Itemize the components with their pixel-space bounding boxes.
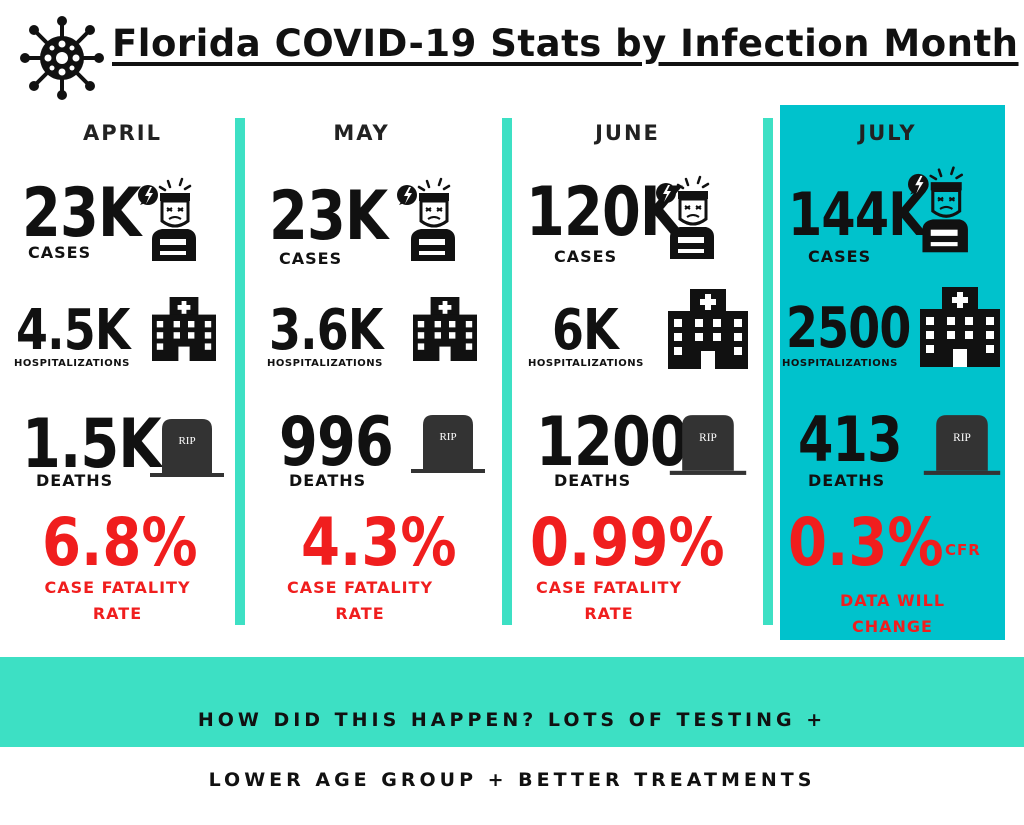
footer-line1: HOW DID THIS HAPPEN? LOTS OF TESTING + xyxy=(197,709,827,731)
footer-line2: LOWER AGE GROUP + BETTER TREATMENTS xyxy=(208,769,816,791)
hospitalizations-label: HOSPITALIZATIONS xyxy=(267,358,383,369)
month-name: JUNE xyxy=(595,121,660,145)
month-name: MAY xyxy=(333,121,390,145)
hospital-icon xyxy=(413,297,477,361)
hospital-icon xyxy=(152,297,216,361)
hospitalizations-label: HOSPITALIZATIONS xyxy=(528,358,644,369)
sick-person-icon xyxy=(138,177,198,261)
tombstone-text: RIP xyxy=(178,435,195,447)
tombstone-icon: RIP xyxy=(669,415,747,475)
cfr-label-line2: RATE xyxy=(584,604,634,623)
cases-value: 23K xyxy=(22,174,141,253)
sick-person-icon xyxy=(908,165,970,253)
footer-banner: HOW DID THIS HAPPEN? LOTS OF TESTING + L… xyxy=(0,657,1024,791)
cfr-label: CASE FATALITY RATE xyxy=(245,575,475,627)
deaths-value: 1.5K xyxy=(22,405,162,484)
cfr-label-line2: RATE xyxy=(92,604,143,623)
month-name: APRIL xyxy=(82,121,162,145)
cfr-label: CASE FATALITY RATE xyxy=(512,575,706,627)
cases-value: 23K xyxy=(269,177,388,256)
month-column-may: MAY 23K CASES 3.6K HOSPITALIZATIONS 996 … xyxy=(245,105,502,645)
month-column-april: APRIL 23K CASES 4.5K HOSPITALIZATIONS 1.… xyxy=(0,105,235,645)
column-divider xyxy=(763,118,773,625)
hospitalizations-label: HOSPITALIZATIONS xyxy=(14,358,130,369)
tombstone-icon: RIP xyxy=(150,419,224,477)
deaths-value: 413 xyxy=(798,403,902,476)
cases-label: CASES xyxy=(808,247,872,266)
deaths-label: DEATHS xyxy=(554,471,632,490)
cases-label: CASES xyxy=(279,249,343,268)
tombstone-icon: RIP xyxy=(411,415,485,473)
deaths-label: DEATHS xyxy=(289,471,367,490)
cfr-label-line1: CASE FATALITY xyxy=(286,578,434,597)
tombstone-text: RIP xyxy=(439,431,456,443)
deaths-label: DEATHS xyxy=(36,471,114,490)
cfr-value: 0.99% xyxy=(530,504,725,581)
cfr-value: 4.3% xyxy=(301,504,457,581)
cfr-label-line1: CASE FATALITY xyxy=(44,578,191,597)
cfr-label-line1: CASE FATALITY xyxy=(535,578,683,597)
header: Florida COVID-19 Stats by Infection Mont… xyxy=(0,0,1024,105)
deaths-value: 1200 xyxy=(536,403,689,482)
hospitalizations-value: 2500 xyxy=(786,296,911,361)
deaths-label: DEATHS xyxy=(808,471,886,490)
hospitalizations-label: HOSPITALIZATIONS xyxy=(782,358,898,369)
hospital-icon xyxy=(668,289,748,369)
sick-person-icon xyxy=(397,177,457,261)
column-divider xyxy=(502,118,512,625)
month-column-july: JULY 144K CASES 2500 HOSPITALIZATIONS 41… xyxy=(780,105,1005,640)
month-column-june: JUNE 120K CASES 6K HOSPITALIZATIONS 1200… xyxy=(512,105,763,645)
tombstone-icon: RIP xyxy=(923,415,1001,475)
bottom-margin xyxy=(0,747,1024,768)
cfr-value: 0.3% xyxy=(788,504,944,581)
cfr-label: DATA WILL CHANGE xyxy=(780,588,1005,640)
column-divider xyxy=(235,118,245,625)
cases-label: CASES xyxy=(28,243,92,262)
cfr-label-line1: DATA WILL xyxy=(839,591,946,610)
hospitalizations-value: 3.6K xyxy=(269,298,383,363)
cfr-value: 6.8% xyxy=(42,504,198,581)
month-name: JULY xyxy=(858,121,917,145)
page-title: Florida COVID-19 Stats by Infection Mont… xyxy=(112,22,1019,65)
cfr-label-line2: CHANGE xyxy=(852,617,933,636)
cfr-label-line2: RATE xyxy=(335,604,385,623)
sick-person-icon xyxy=(656,175,716,259)
hospitalizations-value: 6K xyxy=(552,298,619,363)
hospitalizations-value: 4.5K xyxy=(16,298,130,363)
cases-value: 144K xyxy=(788,180,926,250)
tombstone-text: RIP xyxy=(953,432,971,444)
deaths-value: 996 xyxy=(279,403,394,482)
cfr-tag: CFR xyxy=(945,541,981,559)
cases-label: CASES xyxy=(554,247,618,266)
cfr-label: CASE FATALITY RATE xyxy=(0,575,235,627)
tombstone-text: RIP xyxy=(699,432,717,444)
virus-icon xyxy=(20,16,104,100)
hospital-icon xyxy=(920,287,1000,367)
